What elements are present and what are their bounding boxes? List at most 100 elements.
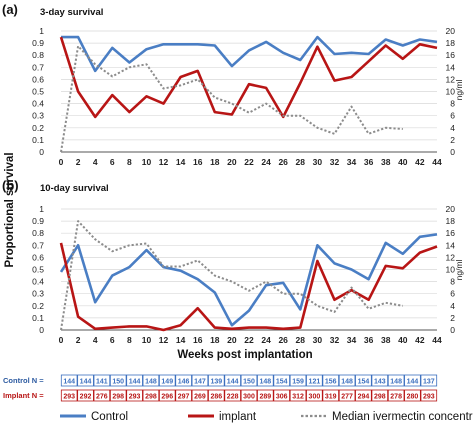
y-tick-label: 0.4 bbox=[32, 277, 44, 287]
control-n-label: Control N = bbox=[3, 376, 44, 385]
y2-tick-label: 2 bbox=[450, 313, 455, 323]
y2-tick-label: 12 bbox=[446, 252, 456, 262]
panel-a-y2-unit: ng/ml bbox=[454, 80, 464, 101]
y-tick-label: 0.5 bbox=[32, 265, 44, 275]
y-tick-label: 0.8 bbox=[32, 50, 44, 60]
x-tick-label: 4 bbox=[93, 157, 98, 167]
x-tick-label: 40 bbox=[398, 335, 408, 345]
x-tick-label: 32 bbox=[330, 157, 340, 167]
x-tick-label: 38 bbox=[381, 157, 391, 167]
y-tick-label: 0.6 bbox=[32, 74, 44, 84]
y-tick-label: 0 bbox=[39, 325, 44, 335]
implant-n-value: 298 bbox=[112, 393, 124, 400]
x-tick-label: 34 bbox=[347, 157, 357, 167]
control-n-value: 150 bbox=[243, 378, 255, 385]
y-tick-label: 0.9 bbox=[32, 216, 44, 226]
implant-n-cell bbox=[93, 389, 111, 402]
y-tick-label: 0.6 bbox=[32, 252, 44, 262]
y-tick-label: 0.8 bbox=[32, 228, 44, 238]
y2-tick-label: 8 bbox=[450, 99, 455, 109]
y2-tick-label: 0 bbox=[450, 325, 455, 335]
implant-n-cell bbox=[322, 389, 340, 402]
control-n-cell bbox=[142, 374, 160, 387]
x-tick-label: 4 bbox=[93, 335, 98, 345]
x-tick-label: 30 bbox=[313, 157, 323, 167]
legend-entry: implant bbox=[219, 411, 257, 423]
y2-tick-label: 8 bbox=[450, 277, 455, 287]
control-n-value: 144 bbox=[227, 378, 239, 385]
x-tick-label: 24 bbox=[261, 335, 271, 345]
x-tick-label: 28 bbox=[296, 335, 306, 345]
x-tick-label: 36 bbox=[364, 335, 374, 345]
implant-n-cell bbox=[420, 389, 438, 402]
implant-n-cell bbox=[338, 389, 356, 402]
control-n-cell bbox=[175, 374, 192, 387]
y-axis-label: Proportional survival bbox=[4, 152, 16, 267]
x-tick-label: 22 bbox=[244, 335, 254, 345]
implant-n-cell bbox=[404, 389, 421, 402]
implant-n-cell bbox=[273, 389, 290, 402]
series-line-control bbox=[61, 35, 438, 73]
implant-n-cell bbox=[175, 389, 192, 402]
y-tick-label: 1 bbox=[39, 204, 44, 214]
x-tick-label: 32 bbox=[330, 335, 340, 345]
control-n-value: 148 bbox=[145, 378, 157, 385]
y2-tick-label: 20 bbox=[446, 204, 456, 214]
y2-tick-label: 14 bbox=[446, 62, 456, 72]
control-n-cell bbox=[371, 374, 389, 387]
control-n-value: 141 bbox=[96, 378, 108, 385]
control-n-cell bbox=[257, 374, 274, 387]
x-tick-label: 42 bbox=[415, 157, 425, 167]
x-tick-label: 20 bbox=[227, 335, 237, 345]
implant-n-value: 286 bbox=[210, 393, 222, 400]
x-tick-label: 20 bbox=[227, 157, 237, 167]
control-n-cell bbox=[224, 374, 241, 387]
x-tick-label: 36 bbox=[364, 157, 374, 167]
implant-n-value: 269 bbox=[194, 393, 206, 400]
panel-b-label: (b) bbox=[2, 178, 19, 193]
x-axis-label: Weeks post implantation bbox=[177, 349, 312, 361]
implant-n-value: 296 bbox=[161, 393, 173, 400]
x-tick-label: 16 bbox=[193, 157, 203, 167]
x-tick-label: 14 bbox=[176, 157, 186, 167]
y-tick-label: 0.2 bbox=[32, 123, 44, 133]
control-n-cell bbox=[273, 374, 290, 387]
implant-n-cell bbox=[306, 389, 323, 402]
implant-n-cell bbox=[77, 389, 94, 402]
implant-n-value: 278 bbox=[390, 393, 402, 400]
x-tick-label: 18 bbox=[210, 335, 220, 345]
control-n-cell bbox=[338, 374, 356, 387]
y-tick-label: 0.5 bbox=[32, 87, 44, 97]
control-n-cell bbox=[77, 374, 94, 387]
control-n-value: 148 bbox=[341, 378, 353, 385]
y2-tick-label: 16 bbox=[446, 50, 456, 60]
implant-n-value: 297 bbox=[178, 393, 190, 400]
control-n-value: 139 bbox=[210, 378, 222, 385]
x-tick-label: 16 bbox=[193, 335, 203, 345]
y-tick-label: 0.3 bbox=[32, 111, 44, 121]
implant-n-cell bbox=[289, 389, 307, 402]
control-n-value: 144 bbox=[63, 378, 75, 385]
x-tick-label: 34 bbox=[347, 335, 357, 345]
panel-b-y2-unit: ng/ml bbox=[454, 260, 464, 281]
series-line-median-ivermectin-concentration bbox=[60, 45, 403, 153]
y-tick-label: 0.2 bbox=[32, 301, 44, 311]
control-n-value: 143 bbox=[374, 378, 386, 385]
control-n-value: 146 bbox=[178, 378, 190, 385]
y2-tick-label: 12 bbox=[446, 74, 456, 84]
y2-tick-label: 4 bbox=[450, 301, 455, 311]
implant-n-value: 289 bbox=[260, 393, 272, 400]
control-n-cell bbox=[191, 374, 209, 387]
implant-n-cell bbox=[257, 389, 274, 402]
legend-entry: Median ivermectin concentration bbox=[332, 411, 473, 423]
panel-b: (b) 10-day survival ng/ml 0 0.1 0.2 0.3 0.4 0… bbox=[2, 178, 464, 345]
implant-n-value: 294 bbox=[358, 393, 370, 400]
control-n-cell bbox=[289, 374, 307, 387]
control-n-cell bbox=[404, 374, 421, 387]
control-n-value: 154 bbox=[358, 378, 370, 385]
implant-n-value: 306 bbox=[276, 393, 288, 400]
control-n-cell bbox=[93, 374, 111, 387]
y2-tick-label: 2 bbox=[450, 135, 455, 145]
y2-tick-label: 16 bbox=[446, 228, 456, 238]
implant-n-value: 298 bbox=[145, 393, 157, 400]
